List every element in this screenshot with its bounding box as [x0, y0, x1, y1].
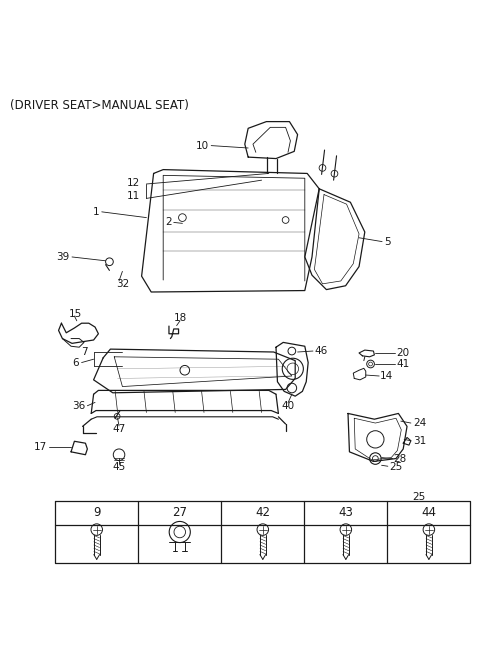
Text: 43: 43 [338, 506, 353, 520]
Text: 17: 17 [34, 442, 47, 452]
Text: 46: 46 [314, 346, 328, 356]
Text: 18: 18 [173, 314, 187, 323]
Text: 11: 11 [127, 191, 140, 201]
Text: 25: 25 [412, 492, 425, 502]
Text: 2: 2 [165, 217, 172, 228]
Text: 25: 25 [389, 462, 402, 472]
Text: 14: 14 [380, 371, 394, 381]
Text: 31: 31 [413, 436, 426, 446]
Text: 12: 12 [127, 178, 140, 188]
Text: 28: 28 [394, 453, 407, 464]
Text: 7: 7 [81, 347, 88, 357]
Text: 36: 36 [72, 401, 85, 411]
Text: 15: 15 [69, 308, 83, 319]
Text: 39: 39 [56, 252, 70, 262]
Text: 6: 6 [72, 358, 79, 367]
Text: 45: 45 [112, 462, 126, 472]
Text: 20: 20 [396, 348, 409, 358]
Text: 5: 5 [384, 237, 391, 247]
Text: 44: 44 [421, 506, 436, 520]
Text: (DRIVER SEAT>MANUAL SEAT): (DRIVER SEAT>MANUAL SEAT) [10, 98, 189, 112]
Text: 42: 42 [255, 506, 270, 520]
Text: 40: 40 [281, 401, 295, 411]
Text: 24: 24 [413, 418, 426, 428]
Text: 10: 10 [196, 140, 209, 151]
Text: 32: 32 [116, 279, 129, 289]
Text: 1: 1 [93, 207, 100, 217]
Text: 27: 27 [172, 506, 187, 520]
Text: 9: 9 [93, 506, 100, 520]
Text: 47: 47 [112, 424, 126, 434]
Text: 41: 41 [396, 359, 409, 369]
